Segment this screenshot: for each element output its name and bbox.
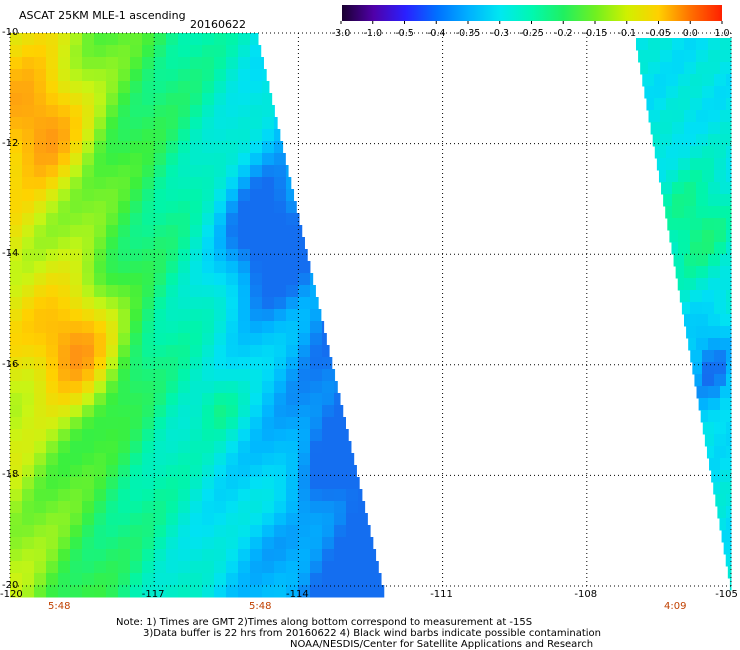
colorbar-tick-label: -0.35 [456,28,481,39]
note-line-3: NOAA/NESDIS/Center for Satellite Applica… [290,639,594,650]
longitude-label: -114 [286,589,309,600]
map-grid [9,32,732,587]
latitude-label: -14 [2,248,19,260]
colorbar-tick-label: -0.3 [490,28,509,39]
product-title: ASCAT 25KM MLE-1 ascending [19,9,186,22]
colorbar-gradient [342,5,722,21]
latitude-label: -20 [2,580,19,591]
colorbar-tick-label: -0.25 [519,28,544,39]
colorbar-tick-label: -0.4 [427,28,446,39]
longitude-label: -111 [430,589,453,600]
latitude-label: -18 [2,469,19,481]
swath-time-middle: 5:48 [249,601,272,612]
note-line-1: Note: 1) Times are GMT 2)Times along bot… [116,617,533,628]
latitude-label: -12 [2,137,19,149]
product-date: 20160622 [190,18,246,31]
swath-right [636,38,732,591]
colorbar-tick-label: -0.2 [554,28,573,39]
colorbar-tick-label: -0.5 [395,28,414,39]
longitude-label: -117 [141,589,165,600]
longitude-label: -120 [0,589,23,600]
note-line-2: 3)Data buffer is 22 hrs from 20160622 4)… [143,628,601,639]
swath-left [10,33,385,598]
colorbar-tick-label: -1.0 [363,28,382,39]
colorbar-tick-label: -3.0 [332,28,351,39]
longitude-label: -105 [715,589,738,600]
longitude-label: -108 [574,589,598,600]
latitude-label: -16 [2,358,19,370]
latitude-label: -10 [2,27,19,38]
swath-time-right: 4:09 [664,601,687,612]
swath-time-left: 5:48 [48,601,71,612]
